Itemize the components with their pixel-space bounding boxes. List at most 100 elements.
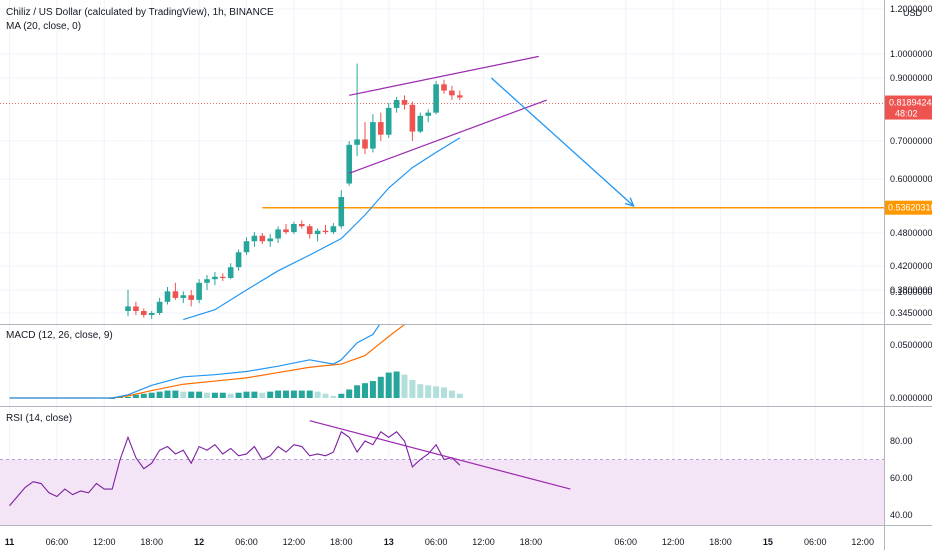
candle-body xyxy=(299,224,305,227)
time-tick-label: 15 xyxy=(763,537,773,547)
symbol-legend[interactable]: Chiliz / US Dollar (calculated by Tradin… xyxy=(6,7,274,18)
time-tick-label: 06:00 xyxy=(804,537,827,547)
macd-histogram-bar xyxy=(156,391,163,398)
macd-histogram-bar xyxy=(393,371,400,398)
macd-histogram-bar xyxy=(298,390,305,398)
candle-body xyxy=(449,90,455,96)
candle-body xyxy=(259,235,266,242)
candle-body xyxy=(164,291,171,302)
candle-body xyxy=(267,238,273,242)
macd-histogram-bar xyxy=(362,383,368,398)
candle-body xyxy=(393,100,400,108)
macd-histogram-bar xyxy=(425,385,432,398)
macd-histogram-bar xyxy=(377,376,384,398)
price-tick-label: 1.20000000 xyxy=(890,4,932,14)
ma-legend[interactable]: MA (20, close, 0) xyxy=(6,21,82,32)
channel-lower-line xyxy=(348,99,547,174)
macd-histogram-bar xyxy=(290,390,297,398)
macd-histogram-bar xyxy=(196,391,203,398)
channel-upper-line xyxy=(349,55,539,96)
candle-body xyxy=(441,84,447,91)
forecast-arrow-head xyxy=(624,197,635,207)
time-tick-label: 18:00 xyxy=(140,537,163,547)
candle-body xyxy=(314,230,321,235)
candle-body xyxy=(370,122,376,149)
macd-histogram-bar xyxy=(148,392,155,398)
candle-body xyxy=(156,301,163,313)
time-tick-label: 06:00 xyxy=(46,537,69,547)
candle-body xyxy=(251,235,258,242)
candle-body xyxy=(133,306,139,312)
candle-body xyxy=(227,267,234,278)
macd-histogram-bar xyxy=(441,387,447,398)
macd-histogram-bar xyxy=(219,392,226,398)
time-tick-label: 18:00 xyxy=(330,537,353,547)
macd-histogram-bar xyxy=(448,390,455,398)
candle-body xyxy=(204,279,210,283)
time-tick-label: 06:00 xyxy=(235,537,258,547)
candle-body xyxy=(275,229,281,239)
macd-histogram-bar xyxy=(433,386,440,398)
candle-body xyxy=(362,139,368,149)
candle-body xyxy=(196,282,202,300)
time-tick-label: 18:00 xyxy=(709,537,732,547)
macd-histogram-bar xyxy=(338,393,345,398)
macd-histogram-bar xyxy=(417,384,424,398)
macd-histogram-bar xyxy=(456,393,463,398)
macd-histogram-bar xyxy=(306,390,313,398)
candle-body xyxy=(243,241,250,253)
macd-pane xyxy=(9,325,463,399)
candle-body xyxy=(283,229,289,233)
macd-histogram-bar xyxy=(267,391,274,398)
time-tick-label: 12:00 xyxy=(851,537,874,547)
candle-body xyxy=(354,139,360,145)
time-tick-label: 12:00 xyxy=(662,537,685,547)
macd-histogram-bar xyxy=(211,392,218,398)
time-tick-label: 12:00 xyxy=(93,537,116,547)
time-tick-label: 12 xyxy=(194,537,204,547)
candle-body xyxy=(125,306,131,312)
level-price-badge xyxy=(885,200,932,215)
candle-countdown-label: 48:02 xyxy=(895,109,918,119)
macd-histogram-bar xyxy=(401,374,408,398)
candle-body xyxy=(220,276,226,278)
macd-histogram-bar xyxy=(227,393,234,398)
macd-histogram-bar xyxy=(251,391,258,398)
candle-body xyxy=(180,295,187,298)
time-tick-label: 12:00 xyxy=(283,537,306,547)
macd-histogram-bar xyxy=(180,391,187,398)
candle-body xyxy=(417,115,424,132)
macd-histogram-bar xyxy=(243,391,250,398)
candle-body xyxy=(291,224,297,233)
macd-legend[interactable]: MACD (12, 26, close, 9) xyxy=(6,330,113,341)
rsi-tick-label: 80.00 xyxy=(890,436,913,446)
macd-histogram-bar xyxy=(346,389,353,398)
macd-histogram-bar xyxy=(204,392,210,398)
time-tick-label: 11 xyxy=(5,537,15,547)
macd-histogram-bar xyxy=(385,372,392,398)
candle-body xyxy=(235,252,242,268)
forecast-arrow-line xyxy=(490,77,635,207)
candle-body xyxy=(141,311,147,315)
rsi-band xyxy=(0,459,884,525)
time-tick-label: 12:00 xyxy=(472,537,495,547)
rsi-pane xyxy=(0,430,884,525)
current-price-badge xyxy=(885,95,932,120)
candle-body xyxy=(409,104,416,132)
level-price-label: 0.53620310 xyxy=(888,203,932,213)
rsi-trendline xyxy=(309,420,571,490)
time-tick-label: 18:00 xyxy=(520,537,543,547)
candle-body xyxy=(401,100,408,105)
macd-line xyxy=(9,325,380,399)
rsi-legend[interactable]: RSI (14, close) xyxy=(6,413,73,424)
rsi-tick-label: 40.00 xyxy=(890,510,913,520)
